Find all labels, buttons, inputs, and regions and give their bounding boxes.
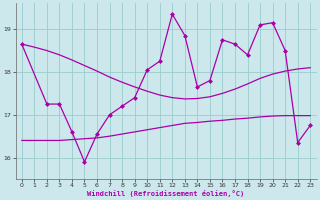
X-axis label: Windchill (Refroidissement éolien,°C): Windchill (Refroidissement éolien,°C) — [87, 190, 245, 197]
